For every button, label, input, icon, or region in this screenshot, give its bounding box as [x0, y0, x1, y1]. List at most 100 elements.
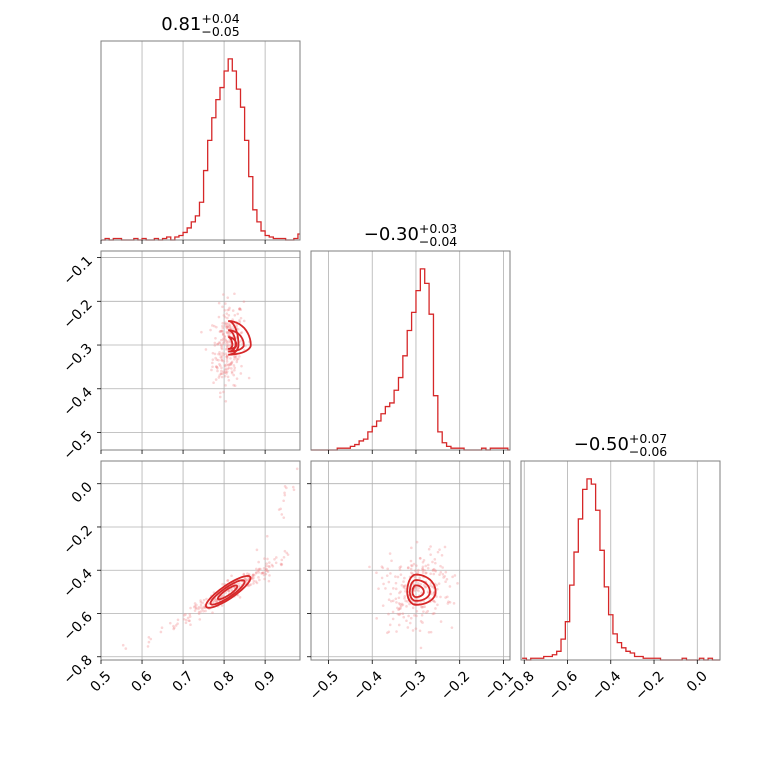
scatter-point: [247, 584, 250, 588]
scatter-point: [421, 560, 425, 564]
scatter-point: [398, 566, 402, 569]
joint-content: [368, 540, 459, 650]
scatter-point: [236, 312, 240, 316]
scatter-point: [189, 623, 192, 627]
scatter-point: [419, 619, 423, 623]
scatter-point: [238, 308, 241, 311]
scatter-point: [404, 599, 407, 603]
scatter-point: [225, 326, 228, 329]
scatter-point: [221, 332, 225, 335]
scatter-point: [418, 556, 422, 560]
scatter-point: [270, 563, 274, 567]
scatter-point: [233, 366, 237, 370]
scatter-point: [261, 571, 265, 575]
scatter-point: [221, 342, 225, 345]
scatter-point: [224, 364, 227, 368]
scatter-point: [408, 602, 411, 606]
scatter-point: [220, 359, 224, 362]
scatter-point: [225, 344, 229, 348]
scatter-point: [221, 594, 225, 598]
scatter-point: [424, 585, 427, 589]
scatter-point: [182, 617, 186, 621]
x-tick-label: −0.2: [438, 668, 473, 703]
scatter-point: [147, 635, 151, 639]
scatter-point: [432, 599, 435, 603]
scatter-point: [265, 568, 268, 571]
scatter-point: [236, 327, 240, 331]
scatter-point: [219, 329, 222, 333]
scatter-point: [431, 612, 435, 616]
scatter-point: [222, 293, 225, 296]
scatter-point: [263, 577, 266, 581]
scatter-point: [225, 360, 229, 363]
scatter-point: [211, 358, 215, 361]
scatter-point: [283, 549, 287, 553]
scatter-point: [236, 593, 240, 597]
contour-level-1: [204, 574, 252, 609]
scatter-point: [222, 359, 225, 363]
scatter-point: [229, 362, 233, 366]
scatter-point: [412, 562, 416, 566]
scatter-point: [394, 587, 398, 591]
scatter-point: [227, 363, 230, 367]
scatter-point: [210, 368, 213, 372]
scatter-point: [416, 571, 420, 574]
scatter-point: [406, 566, 410, 570]
scatter-point: [267, 564, 271, 568]
scatter-point: [439, 595, 442, 599]
scatter-point: [202, 609, 205, 613]
scatter-point: [439, 620, 443, 623]
scatter-point: [424, 585, 427, 588]
scatter-point: [407, 566, 410, 569]
scatter-point: [431, 569, 435, 572]
scatter-point: [220, 375, 224, 379]
scatter-point: [221, 582, 224, 586]
scatter-point: [189, 606, 192, 610]
scatter-point: [226, 325, 229, 329]
scatter-point: [225, 372, 228, 375]
scatter-point: [419, 557, 422, 560]
scatter-point: [146, 645, 150, 648]
scatter-point: [199, 600, 203, 604]
scatter-point: [247, 573, 251, 576]
scatter-point: [220, 329, 224, 333]
scatter-point: [219, 372, 223, 375]
scatter-point: [274, 561, 278, 565]
scatter-point: [222, 340, 226, 344]
x-tick-label: 0.6: [129, 668, 156, 695]
scatter-point: [211, 611, 214, 614]
scatter-point: [391, 610, 395, 614]
scatter-point: [264, 569, 267, 572]
scatter-point: [217, 301, 221, 305]
scatter-point: [429, 553, 432, 556]
scatter-point: [414, 576, 417, 579]
scatter-point: [399, 565, 403, 568]
scatter-point: [285, 486, 288, 490]
scatter-point: [222, 314, 226, 317]
scatter-point: [397, 613, 401, 617]
scatter-point: [121, 643, 125, 647]
scatter-point: [406, 600, 409, 603]
scatter-point: [159, 630, 163, 634]
scatter-point: [227, 324, 231, 327]
scatter-point: [223, 371, 227, 374]
scatter-point: [197, 612, 201, 616]
scatter-point: [262, 567, 266, 570]
scatter-point: [439, 564, 442, 568]
scatter-point: [205, 597, 208, 601]
x-tick-label: −0.5: [307, 668, 342, 703]
scatter-point: [428, 597, 431, 600]
scatter-point: [452, 602, 456, 605]
scatter-point: [218, 374, 221, 377]
scatter-point: [425, 611, 428, 614]
scatter-point: [445, 577, 449, 581]
scatter-point: [233, 368, 236, 372]
scatter-point: [213, 324, 216, 328]
scatter-point: [201, 606, 205, 609]
scatter-point: [230, 588, 234, 591]
histogram-panel-2: [310, 250, 511, 454]
scatter-point: [228, 306, 231, 310]
scatter-point: [402, 586, 406, 589]
scatter-point: [262, 573, 266, 577]
